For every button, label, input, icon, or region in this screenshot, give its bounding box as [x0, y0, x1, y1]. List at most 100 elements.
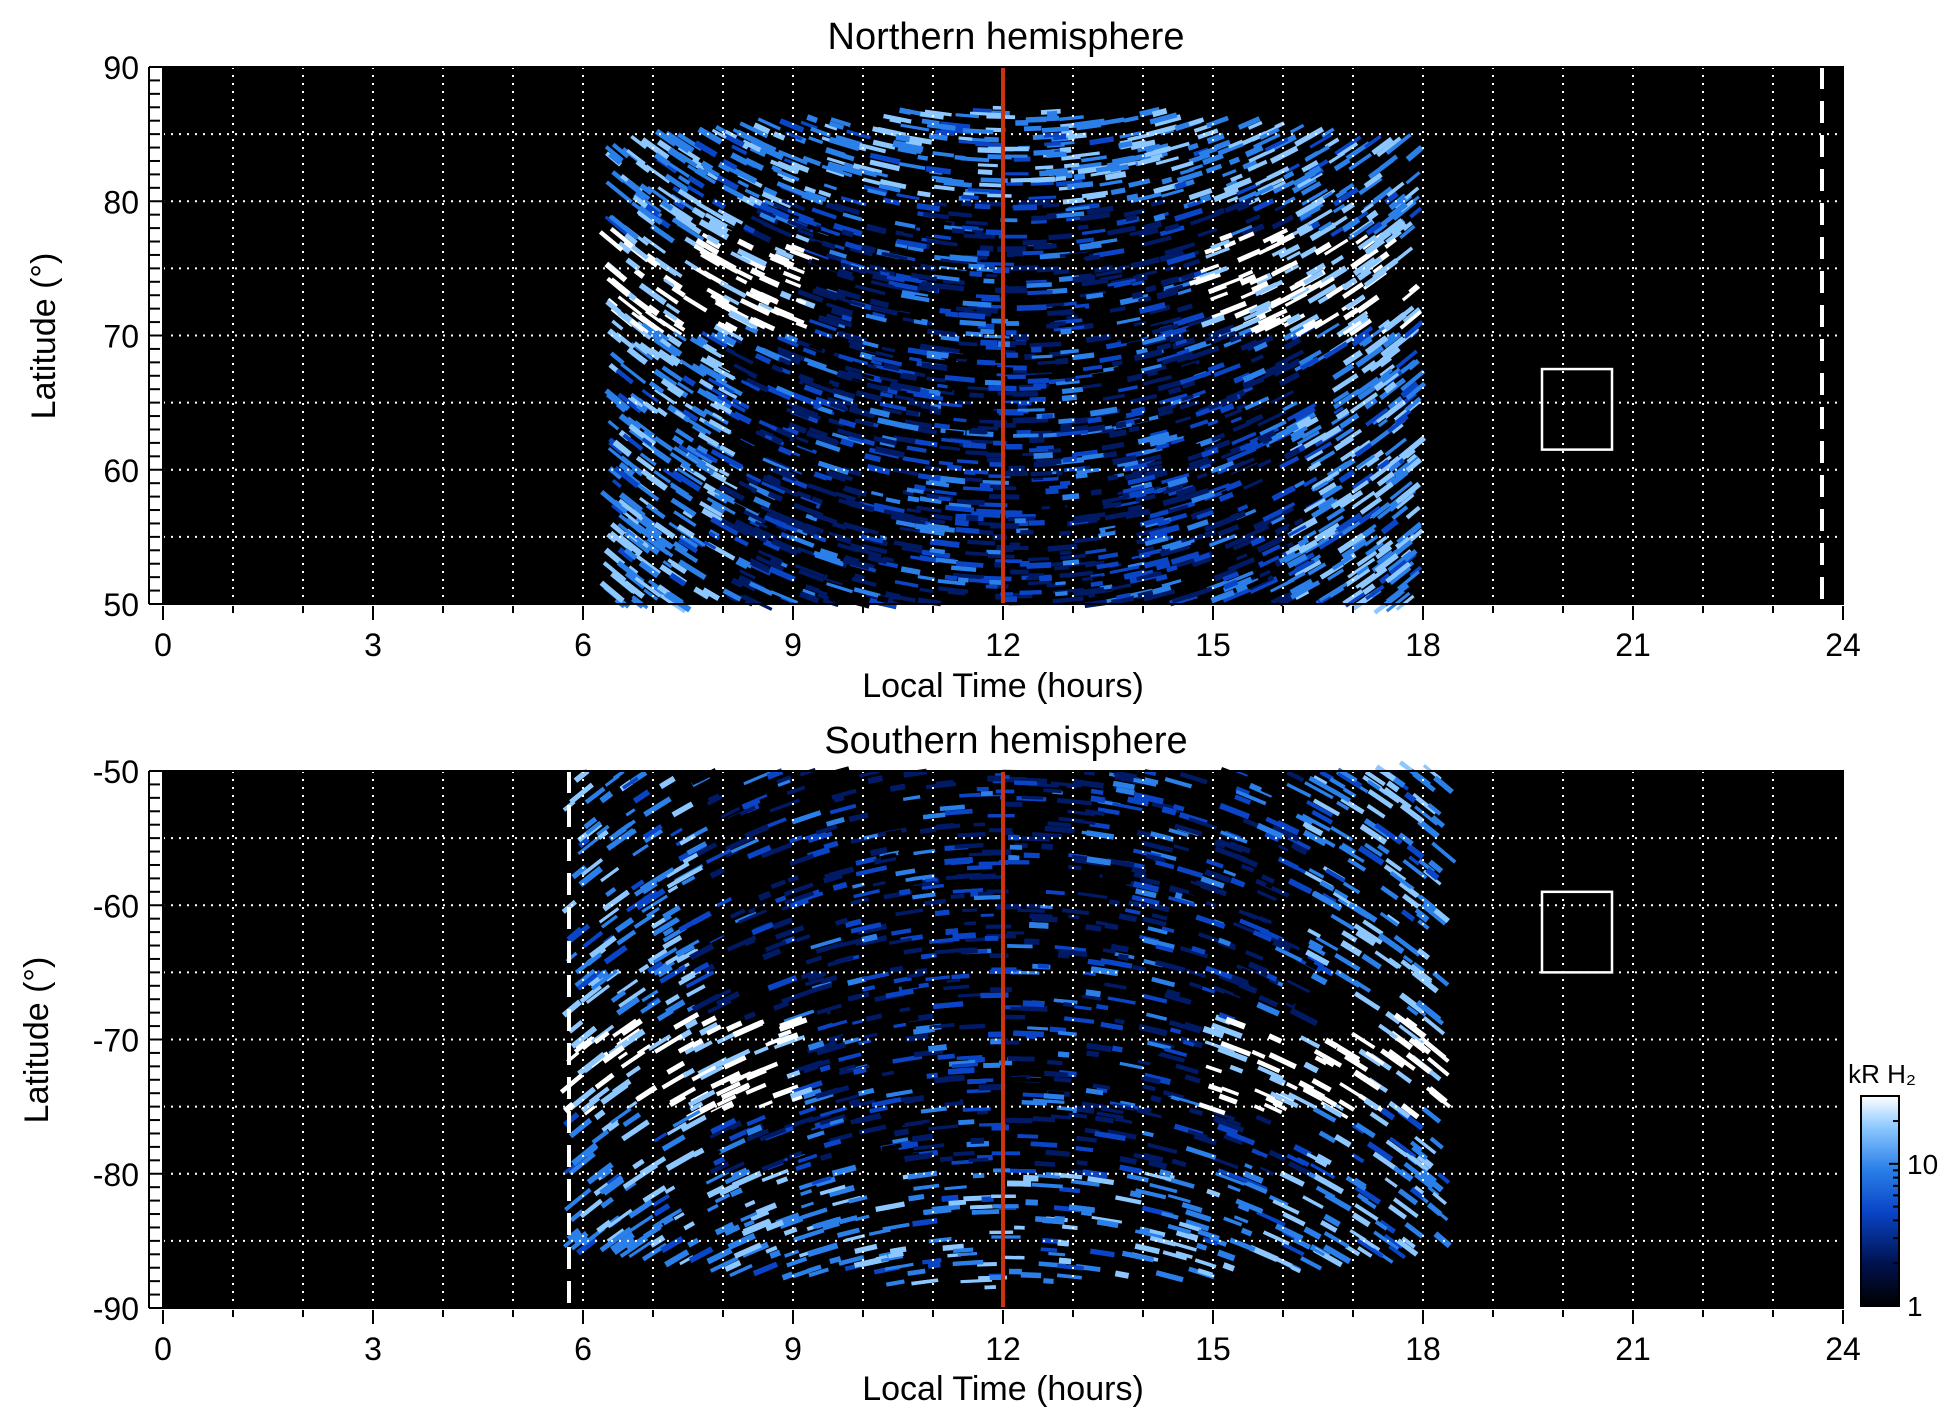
south-emission-stroke: [1186, 969, 1206, 979]
north-emission-stroke: [1052, 596, 1084, 604]
north-emission-stroke: [1046, 511, 1061, 516]
north-emission-stroke: [1304, 165, 1322, 179]
north-emission-stroke: [708, 531, 721, 541]
north-emission-stroke: [881, 346, 896, 353]
north-emission-stroke: [1358, 176, 1383, 196]
north-emission-stroke: [687, 452, 707, 467]
north-emission-stroke: [1039, 169, 1056, 177]
south-emission-stroke: [829, 1118, 844, 1126]
south-emission-stroke: [884, 814, 900, 822]
north-emission-stroke: [1223, 337, 1242, 348]
south-emission-stroke: [709, 1161, 730, 1175]
north-emission-stroke: [926, 122, 956, 131]
north-emission-stroke: [1068, 266, 1082, 273]
north-emission-stroke: [831, 338, 848, 349]
south-emission-stroke: [977, 1261, 997, 1267]
north-emission-stroke: [1378, 573, 1392, 585]
north-emission-stroke: [1210, 363, 1241, 379]
south-emission-stroke: [772, 917, 794, 930]
south-emission-stroke: [673, 1212, 685, 1221]
south-emission-stroke: [1167, 1224, 1192, 1235]
south-emission-stroke: [583, 816, 598, 830]
south-emission-stroke: [1206, 1188, 1221, 1198]
south-emission-stroke: [673, 1012, 700, 1030]
north-emission-stroke: [659, 337, 672, 348]
south-emission-stroke: [957, 1252, 978, 1257]
north-emission-stroke: [1137, 431, 1170, 445]
north-emission-stroke: [965, 551, 989, 557]
north-emission-stroke: [610, 277, 631, 295]
north-emission-stroke: [1372, 264, 1384, 274]
north-emission-stroke: [1217, 141, 1244, 156]
south-emission-stroke: [882, 1222, 910, 1231]
north-emission-stroke: [1184, 315, 1213, 329]
south-emission-stroke: [953, 1150, 975, 1157]
north-emission-stroke: [682, 409, 699, 422]
south-emission-stroke: [781, 1271, 794, 1281]
north-y-tick-label: 90: [103, 50, 139, 86]
north-emission-stroke: [1042, 203, 1060, 208]
north-emission-stroke: [731, 144, 748, 156]
north-emission-stroke: [883, 509, 915, 520]
north-emission-stroke: [869, 264, 888, 273]
north-emission-stroke: [1290, 425, 1308, 439]
south-emission-stroke: [834, 955, 854, 965]
north-emission-stroke: [1387, 550, 1412, 572]
south-emission-stroke: [852, 1099, 876, 1108]
north-emission-stroke: [1338, 490, 1364, 509]
south-emission-stroke: [922, 812, 946, 820]
north-emission-stroke: [846, 129, 871, 140]
north-emission-stroke: [1408, 283, 1419, 294]
north-emission-stroke: [1161, 176, 1173, 185]
north-emission-stroke: [1197, 128, 1219, 140]
north-emission-stroke: [1200, 314, 1226, 328]
north-emission-stroke: [1278, 501, 1296, 513]
north-emission-stroke: [1283, 572, 1297, 582]
north-emission-stroke: [1246, 576, 1269, 590]
south-emission-stroke: [804, 792, 822, 802]
north-emission-stroke: [602, 561, 627, 582]
south-emission-stroke: [743, 771, 772, 786]
south-emission-stroke: [1430, 815, 1446, 828]
north-emission-stroke: [1066, 315, 1078, 320]
south-emission-stroke: [1244, 1178, 1268, 1191]
north-emission-stroke: [814, 439, 841, 453]
north-emission-stroke: [1365, 407, 1389, 427]
north-emission-stroke: [1138, 302, 1166, 315]
north-emission-stroke: [906, 487, 924, 495]
south-emission-stroke: [1400, 959, 1413, 970]
north-emission-stroke: [1018, 199, 1051, 207]
north-emission-stroke: [1138, 551, 1151, 559]
north-emission-stroke: [1242, 367, 1267, 383]
north-emission-stroke: [1213, 207, 1226, 217]
north-emission-stroke: [702, 164, 720, 177]
north-emission-stroke: [1244, 396, 1270, 411]
north-emission-stroke: [1213, 139, 1231, 151]
north-emission-stroke: [1142, 375, 1172, 387]
north-emission-stroke: [720, 130, 745, 148]
north-emission-stroke: [1130, 139, 1156, 151]
south-emission-stroke: [563, 1231, 583, 1249]
south-emission-stroke: [775, 1176, 789, 1185]
north-emission-stroke: [902, 422, 919, 432]
north-emission-stroke: [1318, 276, 1335, 289]
north-emission-stroke: [945, 504, 975, 513]
south-emission-stroke: [1032, 915, 1058, 923]
north-emission-stroke: [955, 113, 980, 119]
south-emission-stroke: [1227, 1184, 1241, 1193]
north-emission-stroke: [792, 392, 823, 409]
north-emission-stroke: [1123, 569, 1146, 580]
north-emission-stroke: [954, 519, 969, 527]
south-emission-stroke: [1302, 829, 1327, 847]
north-emission-stroke: [1053, 133, 1067, 141]
north-emission-stroke: [634, 420, 655, 438]
south-emission-stroke: [1428, 859, 1444, 874]
south-emission-stroke: [898, 850, 912, 858]
north-emission-stroke: [1175, 338, 1188, 346]
north-emission-stroke: [1252, 133, 1281, 149]
north-x-tick-label: 21: [1615, 627, 1651, 663]
south-emission-stroke: [1364, 770, 1386, 787]
north-emission-stroke: [1350, 246, 1379, 270]
south-emission-stroke: [1032, 1116, 1056, 1123]
north-emission-stroke: [1152, 584, 1172, 595]
